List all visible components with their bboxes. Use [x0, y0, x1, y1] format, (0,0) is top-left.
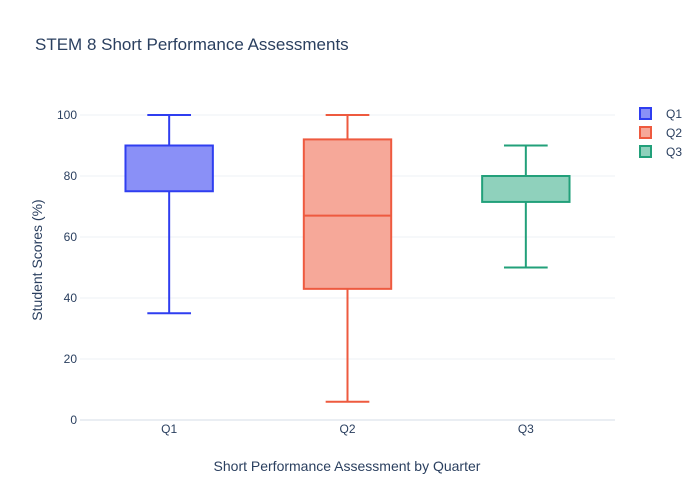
iqr-box	[124, 144, 214, 193]
legend-swatch	[639, 126, 652, 139]
legend-item-q3[interactable]: Q3	[639, 145, 682, 159]
legend-item-q1[interactable]: Q1	[639, 107, 682, 121]
box-q2[interactable]	[302, 114, 393, 403]
y-tick-label: 40	[64, 291, 78, 305]
box-q1[interactable]	[124, 114, 214, 315]
y-axis-title: Student Scores (%)	[29, 199, 45, 320]
x-tick-label: Q1	[161, 422, 177, 436]
legend[interactable]: Q1 Q2 Q3	[639, 107, 682, 159]
y-tick-label: 60	[64, 230, 78, 244]
x-tick-label: Q3	[518, 422, 534, 436]
x-axis-title: Short Performance Assessment by Quarter	[214, 458, 481, 474]
legend-label: Q3	[666, 145, 682, 159]
legend-label: Q2	[666, 126, 682, 140]
legend-swatch	[639, 145, 652, 158]
box-series	[124, 114, 571, 403]
y-tick-label: 20	[64, 352, 78, 366]
x-tick-label: Q2	[339, 422, 355, 436]
box-q3[interactable]	[481, 144, 571, 269]
iqr-box	[481, 175, 571, 203]
y-tick-label: 0	[70, 413, 77, 427]
iqr-box	[302, 138, 393, 290]
legend-label: Q1	[666, 107, 682, 121]
x-axis-ticks: Q1 Q2 Q3	[161, 422, 534, 436]
legend-item-q2[interactable]: Q2	[639, 126, 682, 140]
y-axis-ticks: 0 20 40 60 80 100	[57, 108, 77, 427]
chart-title: STEM 8 Short Performance Assessments	[35, 35, 349, 54]
legend-swatch	[639, 107, 652, 120]
y-tick-label: 100	[57, 108, 77, 122]
y-tick-label: 80	[64, 169, 78, 183]
